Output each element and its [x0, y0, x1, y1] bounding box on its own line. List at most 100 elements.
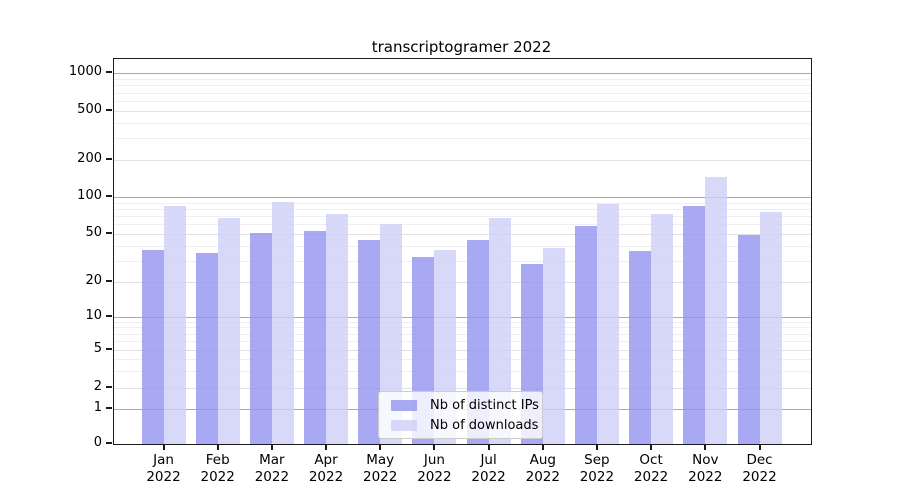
bar-nb-of-downloads-sep	[596, 203, 619, 444]
gridline-10	[114, 316, 811, 318]
gridline-1000	[114, 73, 811, 74]
x-tick-mark-jun	[433, 444, 436, 450]
chart-title: transcriptogramer 2022	[371, 38, 552, 56]
y-tick-label-100: 100	[77, 188, 102, 203]
x-tick-label-jul: Jul 2022	[471, 452, 506, 485]
x-tick-mark-oct	[650, 444, 653, 450]
gridline-2	[114, 388, 811, 389]
bar-nb-of-distinct-ips-feb	[195, 252, 218, 444]
y-tick-mark-100	[106, 195, 112, 197]
x-tick-mark-jan	[162, 444, 165, 450]
gridline-60	[114, 224, 811, 226]
y-tick-mark-200	[106, 158, 112, 160]
bar-nb-of-distinct-ips-nov	[683, 205, 706, 444]
gridline-400	[114, 122, 811, 124]
x-tick-label-dec: Dec 2022	[742, 452, 777, 485]
y-tick-label-1: 1	[93, 399, 102, 415]
x-tick-label-aug: Aug 2022	[525, 452, 560, 485]
gridline-9	[114, 321, 811, 323]
legend: Nb of distinct IPs Nb of downloads	[378, 391, 543, 439]
gridline-200	[114, 160, 811, 161]
y-tick-label-200: 200	[77, 151, 102, 166]
legend-label-distinct-ips: Nb of distinct IPs	[430, 397, 539, 413]
bar-nb-of-downloads-aug	[542, 248, 565, 444]
y-tick-mark-2	[106, 386, 112, 388]
x-tick-mark-apr	[325, 444, 327, 450]
gridline-100	[114, 197, 811, 198]
bar-nb-of-downloads-oct	[651, 213, 674, 444]
gridline-800	[114, 85, 811, 87]
y-tick-mark-0	[106, 442, 112, 444]
bar-nb-of-downloads-nov	[705, 177, 728, 444]
y-tick-mark-20	[106, 280, 112, 282]
gridline-30	[114, 260, 811, 262]
y-tick-mark-50	[106, 232, 112, 234]
x-tick-mark-feb	[216, 444, 219, 450]
x-tick-mark-jul	[487, 444, 490, 450]
bar-nb-of-distinct-ips-jan	[141, 249, 164, 444]
x-tick-label-feb: Feb 2022	[200, 452, 235, 485]
legend-row-downloads: Nb of downloads	[387, 418, 538, 433]
bar-nb-of-downloads-feb	[217, 217, 240, 444]
x-tick-label-sep: Sep 2022	[579, 452, 615, 485]
y-tick-label-0: 0	[93, 435, 102, 450]
bar-nb-of-distinct-ips-dec	[737, 235, 760, 444]
legend-row-distinct-ips: Nb of distinct IPs	[387, 398, 539, 413]
x-tick-label-nov: Nov 2022	[688, 452, 723, 485]
gridline-20	[114, 282, 811, 283]
gridline-40	[114, 245, 811, 247]
y-tick-mark-5	[106, 348, 112, 350]
bar-nb-of-distinct-ips-apr	[304, 230, 326, 444]
bar-nb-of-downloads-jan	[163, 205, 186, 444]
bar-nb-of-downloads-dec	[759, 212, 782, 444]
gridline-8	[114, 327, 811, 329]
x-tick-mark-may	[379, 444, 382, 450]
x-tick-label-oct: Oct 2022	[633, 452, 669, 485]
bar-nb-of-distinct-ips-mar	[249, 232, 272, 444]
plot-area	[113, 58, 812, 445]
x-tick-label-jan: Jan 2022	[146, 452, 181, 485]
gridline-600	[114, 101, 811, 102]
bar-nb-of-downloads-may	[380, 224, 403, 444]
gridline-80	[114, 208, 811, 210]
gridline-3	[114, 371, 811, 373]
legend-label-downloads: Nb of downloads	[430, 417, 539, 433]
gridline-90	[114, 202, 811, 204]
gridline-5	[114, 350, 811, 351]
bar-nb-of-downloads-mar	[271, 202, 294, 444]
gridline-300	[114, 138, 811, 140]
y-tick-mark-1	[106, 406, 112, 409]
gridline-7	[114, 333, 811, 335]
y-tick-label-500: 500	[77, 102, 102, 117]
x-tick-mark-mar	[270, 444, 273, 450]
y-tick-label-2: 2	[93, 379, 102, 394]
y-tick-mark-500	[106, 109, 112, 111]
x-tick-mark-nov	[704, 444, 707, 450]
x-tick-label-mar: Mar 2022	[254, 452, 290, 485]
legend-swatch-downloads	[391, 419, 417, 431]
y-tick-mark-10	[106, 314, 112, 317]
gridline-50	[114, 234, 811, 235]
gridline-500	[114, 111, 811, 112]
y-tick-label-20: 20	[85, 273, 102, 288]
y-tick-label-5: 5	[93, 341, 102, 356]
y-tick-mark-1000	[106, 71, 112, 73]
y-tick-label-1000: 1000	[68, 64, 102, 79]
bar-nb-of-downloads-jul	[488, 217, 511, 444]
x-tick-mark-aug	[541, 444, 544, 450]
x-tick-mark-sep	[595, 444, 598, 450]
gridline-4	[114, 359, 811, 361]
gridline-6	[114, 341, 811, 343]
legend-swatch-distinct-ips	[391, 399, 417, 411]
gridline-700	[114, 92, 811, 94]
x-tick-label-may: May 2022	[363, 452, 398, 485]
bar-nb-of-distinct-ips-oct	[629, 251, 652, 444]
y-tick-label-10: 10	[85, 307, 102, 323]
bar-nb-of-distinct-ips-sep	[574, 226, 597, 444]
x-tick-label-apr: Apr 2022	[308, 452, 344, 485]
x-tick-mark-dec	[758, 444, 761, 450]
bar-nb-of-distinct-ips-may	[358, 239, 381, 444]
bar-nb-of-downloads-apr	[326, 213, 348, 444]
x-tick-label-jun: Jun 2022	[417, 452, 452, 485]
